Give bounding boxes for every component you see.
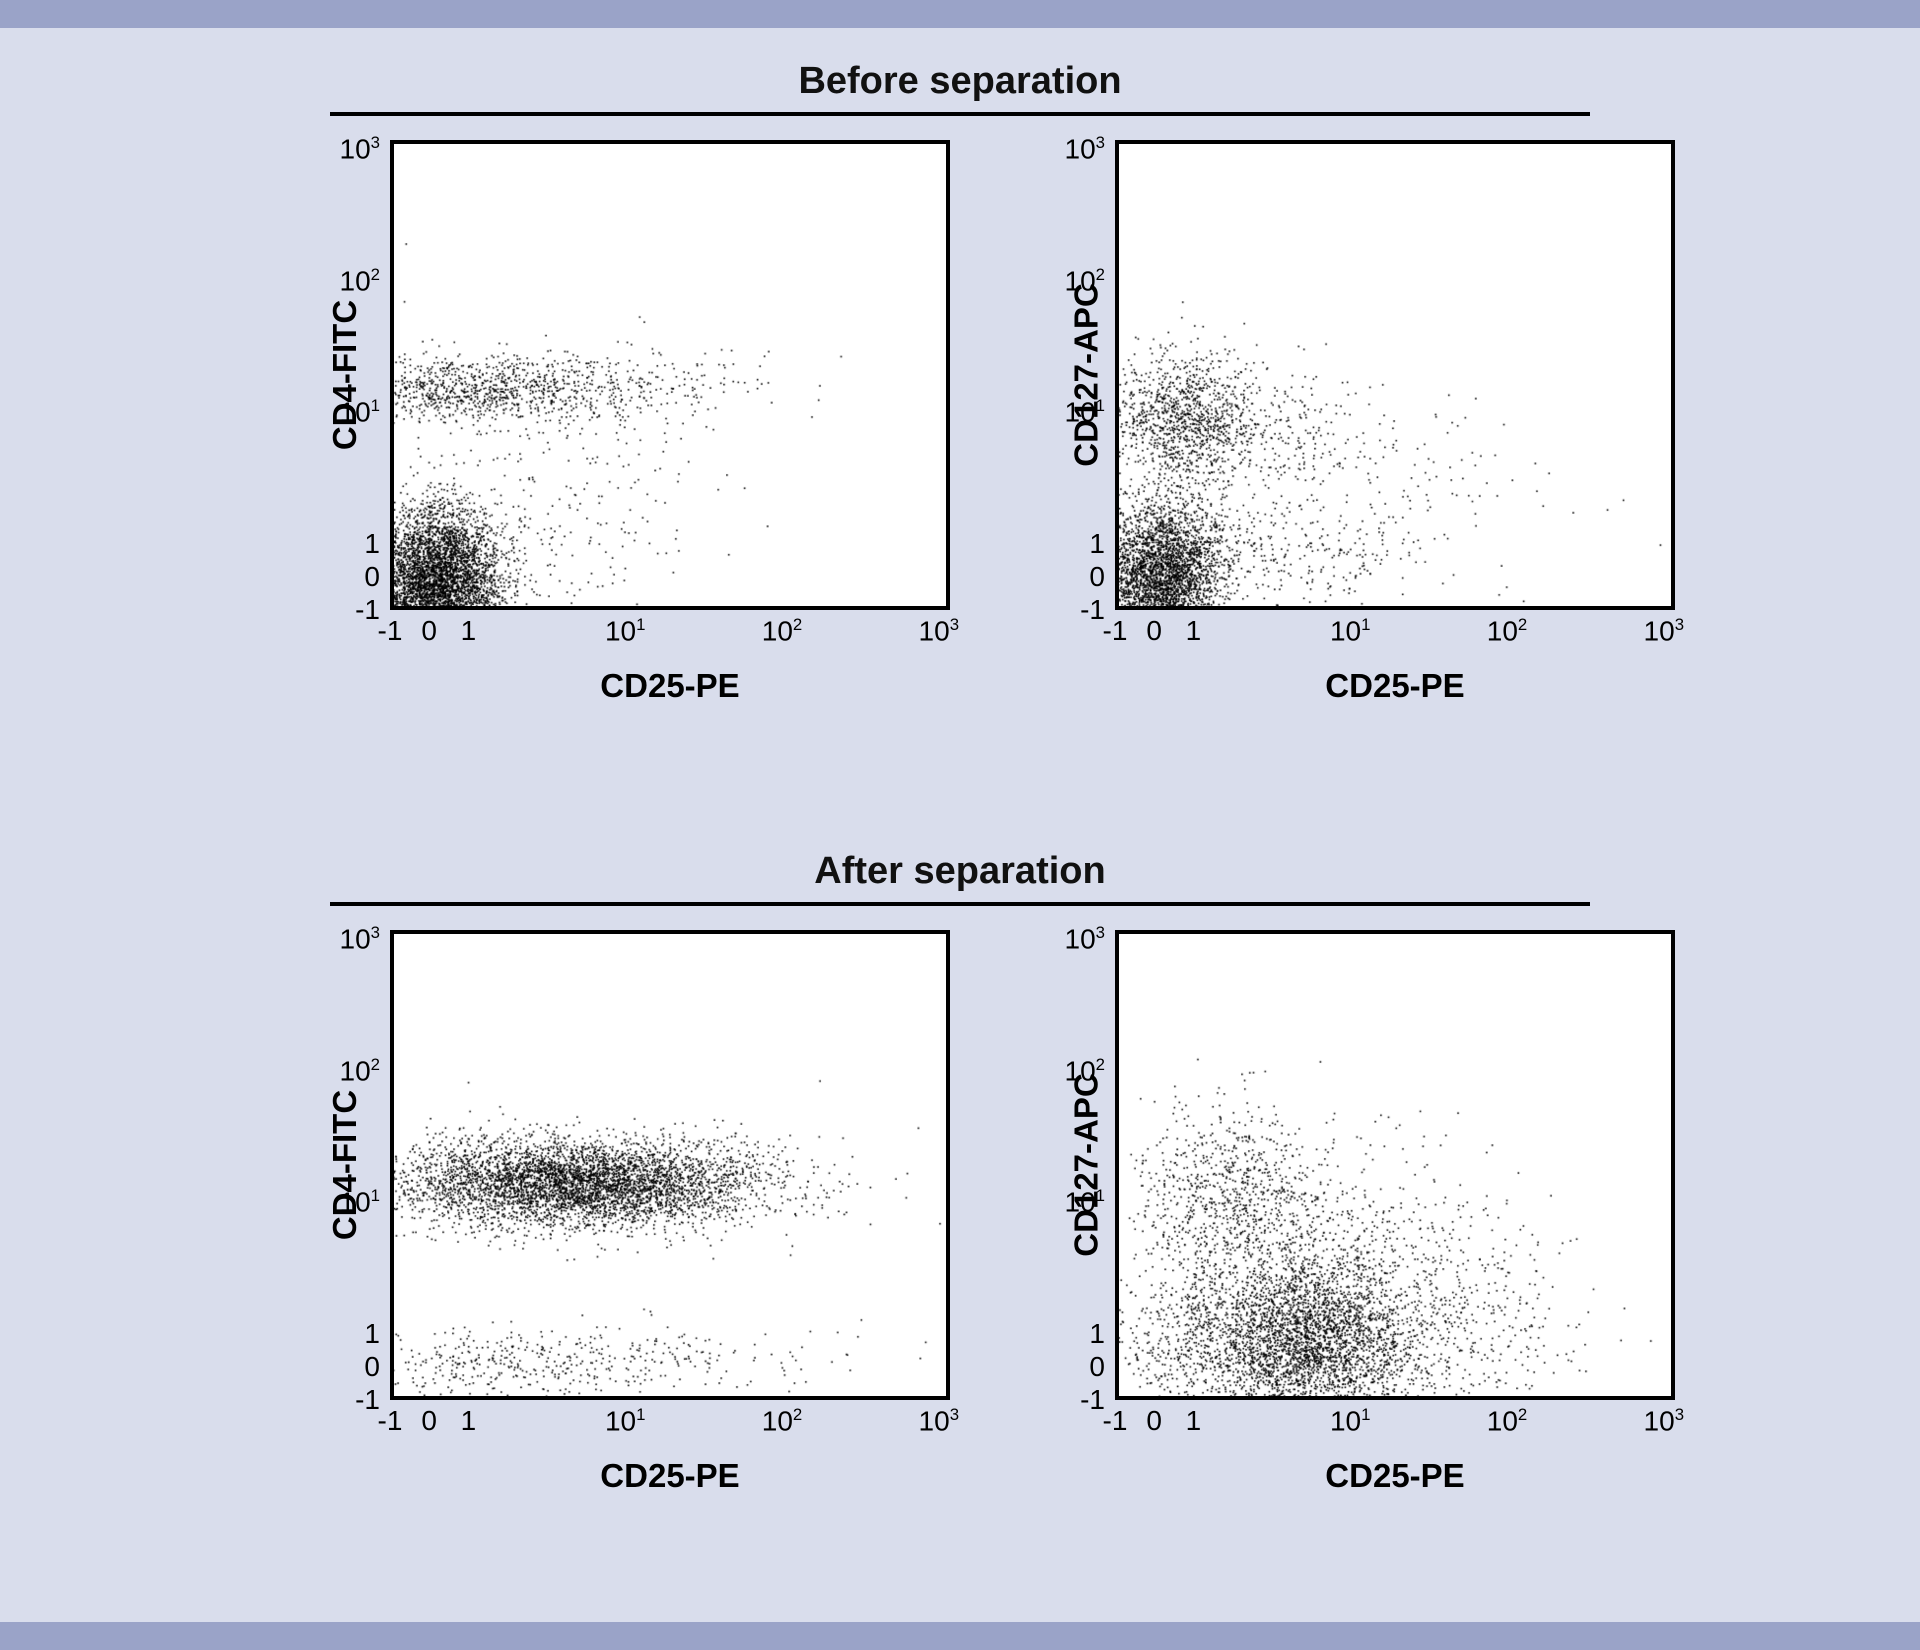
top-color-bar: [0, 0, 1920, 28]
x-axis-label: CD25-PE: [600, 667, 739, 705]
scatter-canvas: [394, 144, 946, 606]
section-title-before: Before separation: [798, 60, 1121, 103]
plot-frame: [1115, 930, 1675, 1400]
scatter-plot-before-cd127: CD127-APC CD25-PE -101101102103 -1011011…: [1115, 140, 1675, 610]
scatter-plot-after-cd127: CD127-APC CD25-PE -101101102103 -1011011…: [1115, 930, 1675, 1400]
y-ticks: -101101102103: [310, 930, 380, 1400]
y-ticks: -101101102103: [310, 140, 380, 610]
x-axis-label: CD25-PE: [1325, 667, 1464, 705]
y-ticks: -101101102103: [1035, 930, 1105, 1400]
scatter-canvas: [1119, 144, 1671, 606]
x-ticks: -101101102103: [1115, 615, 1675, 655]
x-ticks: -101101102103: [390, 615, 950, 655]
scatter-canvas: [394, 934, 946, 1396]
x-ticks: -101101102103: [390, 1405, 950, 1445]
bottom-color-bar: [0, 1622, 1920, 1650]
scatter-plot-after-cd4: CD4-FITC CD25-PE -101101102103 -10110110…: [390, 930, 950, 1400]
section-title-after: After separation: [814, 850, 1105, 893]
scatter-canvas: [1119, 934, 1671, 1396]
y-ticks: -101101102103: [1035, 140, 1105, 610]
section-rule-before: [330, 112, 1590, 116]
plot-frame: [390, 140, 950, 610]
scatter-plot-before-cd4: CD4-FITC CD25-PE -101101102103 -10110110…: [390, 140, 950, 610]
plot-frame: [1115, 140, 1675, 610]
x-axis-label: CD25-PE: [1325, 1457, 1464, 1495]
section-rule-after: [330, 902, 1590, 906]
x-axis-label: CD25-PE: [600, 1457, 739, 1495]
x-ticks: -101101102103: [1115, 1405, 1675, 1445]
plot-frame: [390, 930, 950, 1400]
page-root: Before separation After separation CD4-F…: [0, 0, 1920, 1650]
